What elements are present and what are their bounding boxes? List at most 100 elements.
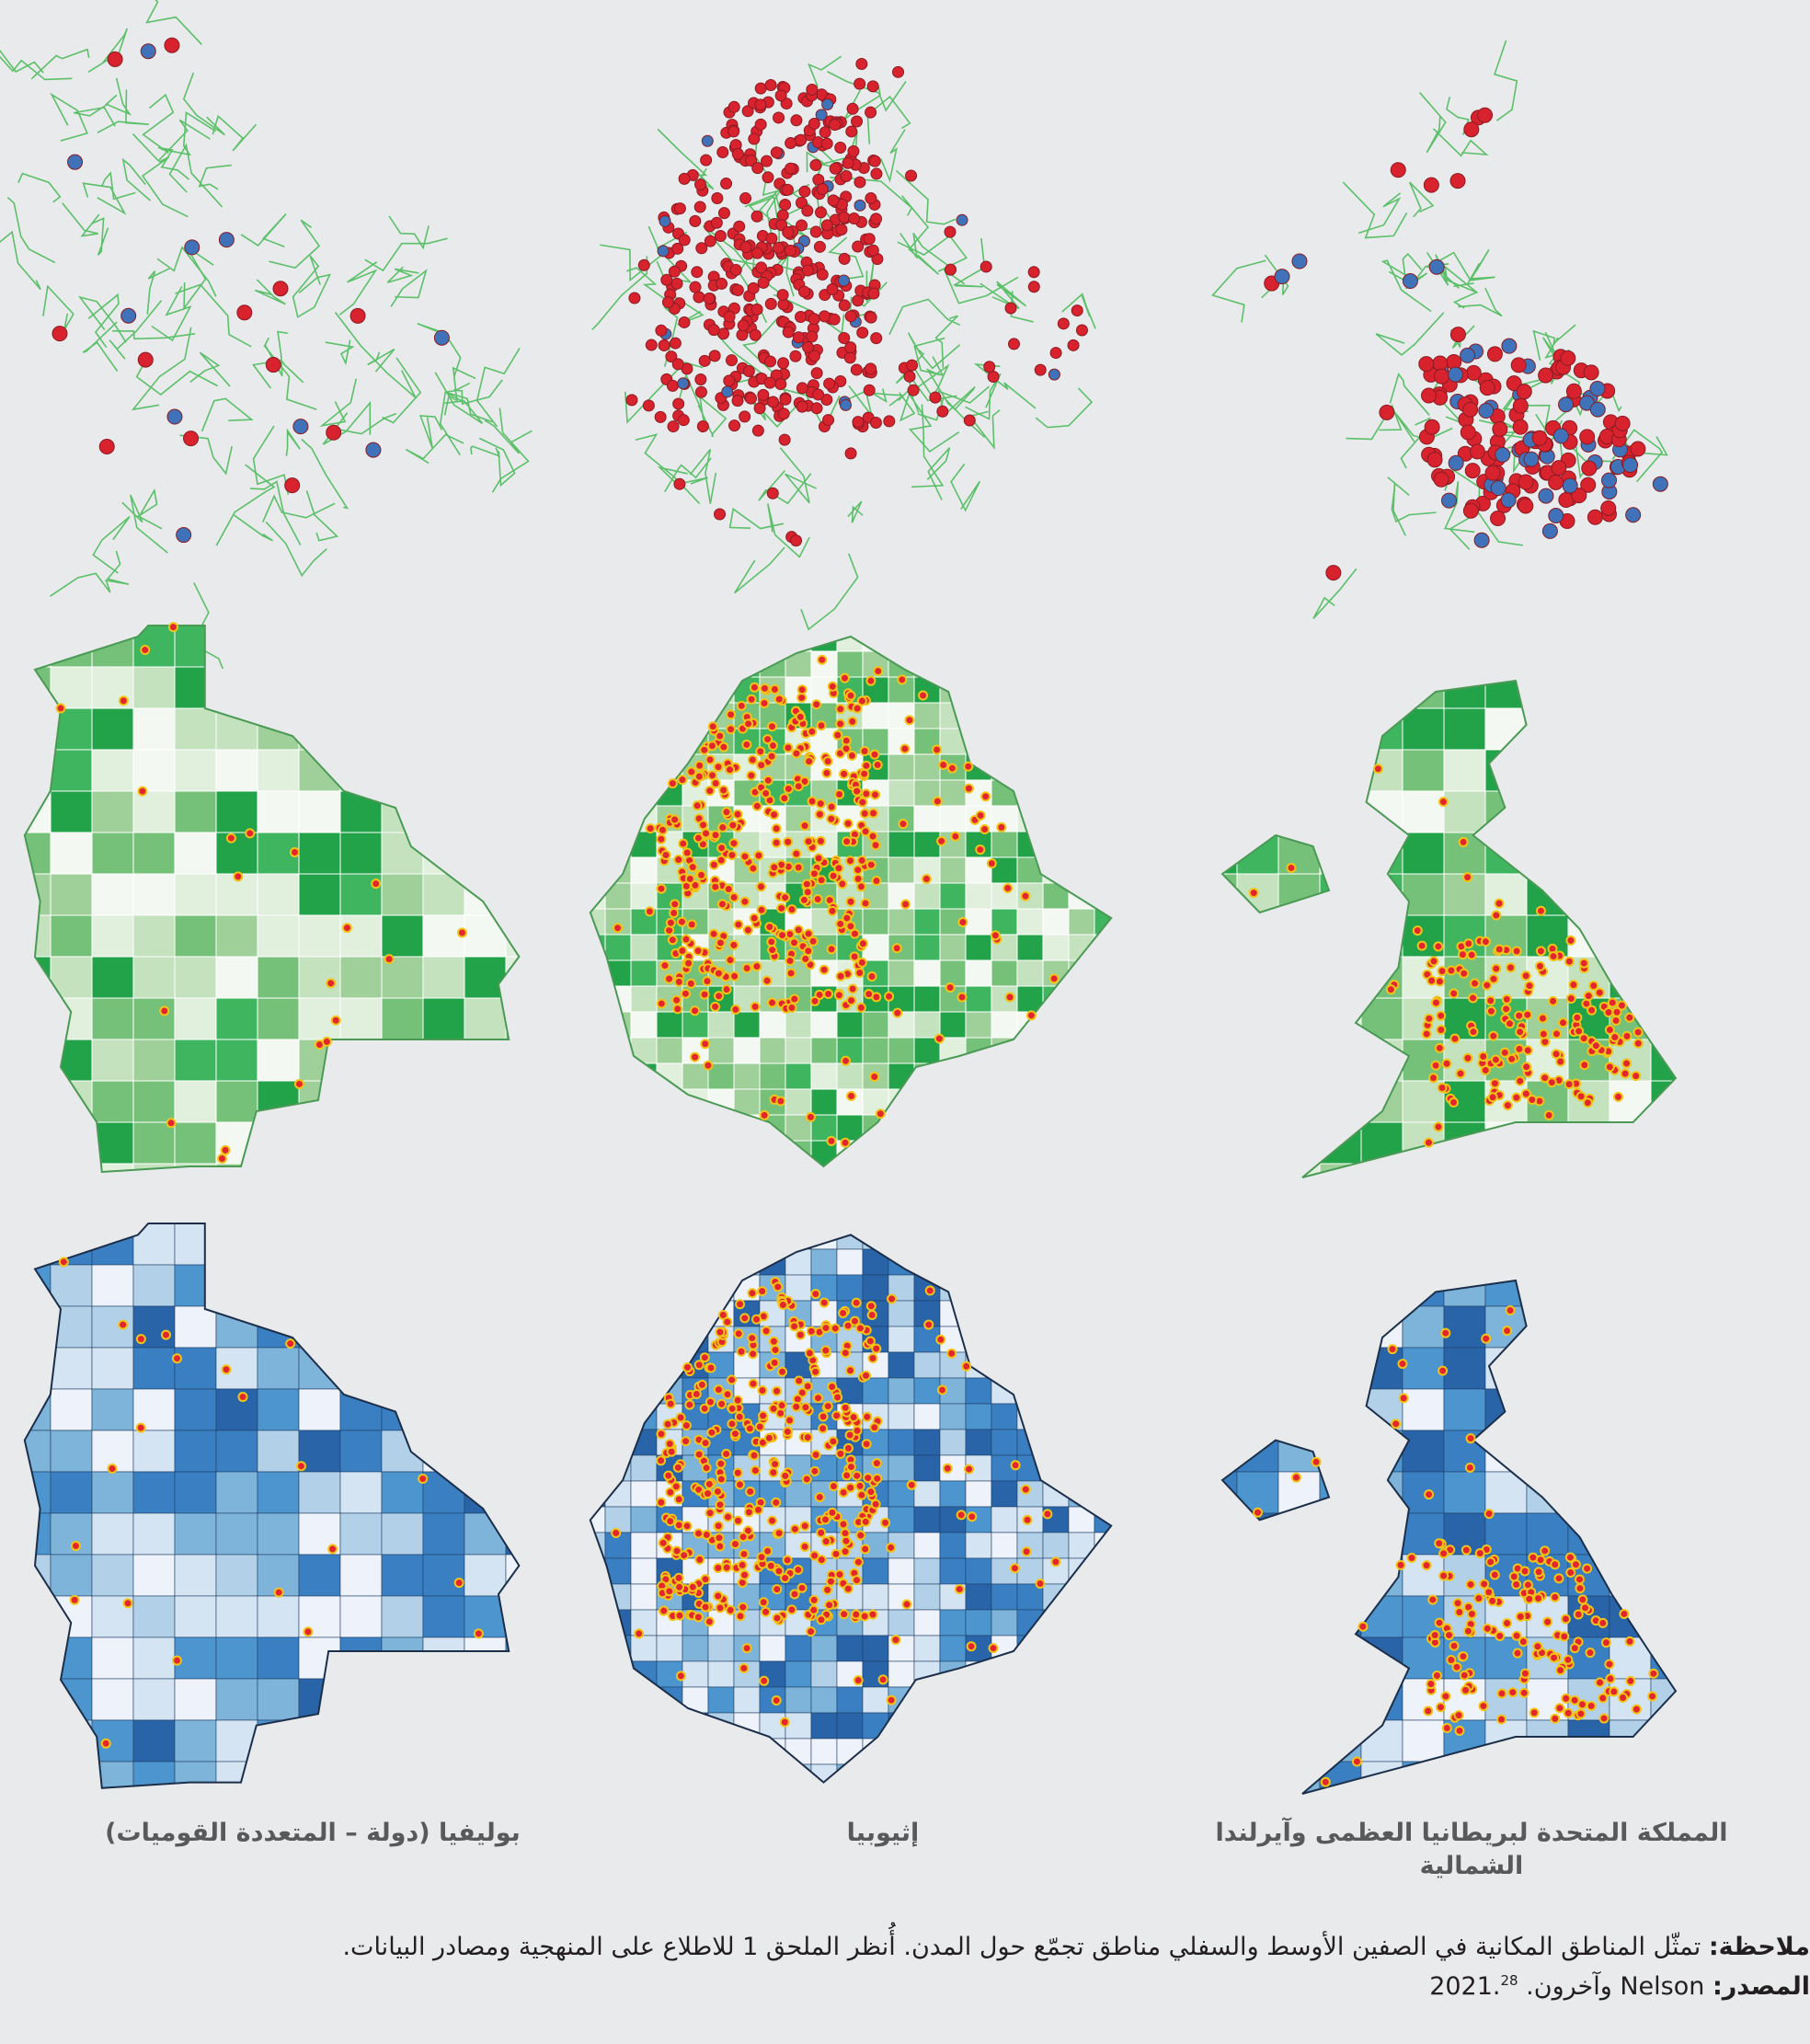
city [1484,1509,1495,1520]
region [1094,1248,1112,1276]
region [422,1163,465,1172]
region [590,1686,606,1714]
region [682,1300,709,1327]
region [965,1583,992,1611]
city [644,906,655,917]
city [834,1569,845,1580]
city [118,695,129,706]
city [762,975,773,986]
city [772,1385,783,1396]
region [1650,1305,1676,1349]
city [761,1326,772,1337]
region [24,1719,52,1763]
region [707,1140,735,1166]
region [604,1234,632,1250]
city [176,527,192,544]
city [751,424,764,437]
region [965,637,992,652]
region [590,1062,606,1090]
region [298,873,341,916]
city [721,385,734,398]
city [754,118,767,131]
region [1319,956,1362,999]
region [50,1163,93,1172]
region [1277,1761,1321,1794]
region [464,997,507,1040]
region [1236,1678,1279,1721]
region [257,707,300,751]
city [715,937,726,948]
region [888,1506,915,1533]
city [783,742,794,753]
city [699,1403,710,1414]
city [851,115,864,128]
region [1360,1554,1403,1597]
city [706,1427,717,1438]
region [1484,1430,1528,1473]
region [630,637,658,652]
city [801,264,814,277]
city [674,1610,685,1621]
region [1319,1678,1362,1721]
region [257,1512,300,1556]
city [901,1599,912,1610]
city [1449,173,1466,189]
city [741,739,752,750]
region [298,1471,341,1514]
city [171,1655,182,1666]
region [1094,1062,1112,1090]
region [913,753,941,781]
region [1042,934,1070,961]
road [895,169,957,225]
region [339,1430,383,1473]
region [862,1114,889,1142]
city [818,1411,829,1422]
region [811,1790,837,1803]
region [657,1790,682,1803]
region [759,1635,786,1662]
city [814,1492,825,1503]
region [590,1140,606,1166]
city [645,339,658,351]
road [49,572,111,597]
city [1429,1630,1440,1641]
region [1042,676,1070,704]
region [298,1305,341,1349]
region [836,1234,864,1250]
city [1507,1687,1518,1698]
city [58,1257,69,1268]
city [804,756,815,767]
city [963,783,974,794]
region [1692,957,1734,998]
city [859,1611,870,1622]
region [733,1037,761,1064]
city [727,820,739,831]
region [1526,681,1569,709]
city [954,1584,965,1595]
region [1016,1763,1044,1783]
city [1490,511,1506,527]
city [826,282,839,295]
region [505,997,520,1040]
region [991,1234,1018,1250]
region [656,1635,683,1662]
region [604,934,632,961]
city [1520,1088,1531,1099]
city [1506,375,1522,392]
region [811,1166,837,1192]
city [741,105,754,118]
city [818,310,831,323]
city [847,983,858,994]
region [836,1274,864,1302]
city [667,420,680,433]
city [793,924,804,936]
city [838,1307,849,1318]
city [785,1415,796,1426]
region [1042,702,1070,729]
road [189,351,231,387]
region [24,832,52,875]
region [604,1660,632,1688]
city [1538,488,1554,504]
region [1650,1595,1676,1638]
city [923,1319,934,1330]
